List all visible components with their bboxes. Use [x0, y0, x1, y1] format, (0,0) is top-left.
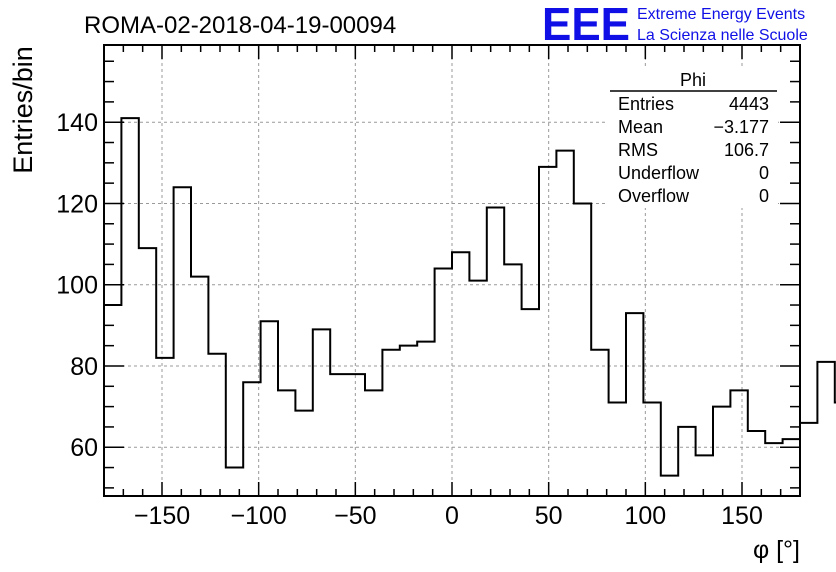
x-tick-label: 100 [624, 502, 666, 530]
x-axis-title: φ [°] [753, 536, 800, 564]
stats-title: Phi [680, 70, 706, 90]
eee-logo: EEE [542, 0, 630, 50]
stats-box: Phi Entries 4443 Mean −3.177 RMS 106.7 Underfl… [608, 68, 778, 208]
x-tick-label: −150 [134, 502, 190, 530]
stats-value: 106.7 [724, 140, 769, 160]
stats-label: Entries [618, 94, 674, 114]
x-tick-label: 0 [445, 502, 459, 530]
stats-value: 4443 [729, 94, 769, 114]
x-tick-label: −100 [231, 502, 287, 530]
stats-label: Overflow [618, 186, 690, 206]
stats-value: −3.177 [713, 117, 769, 137]
x-tick-label: 150 [721, 502, 763, 530]
stats-label: Mean [618, 117, 663, 137]
x-tick-label: −50 [334, 502, 376, 530]
logo-line-2: La Scienza nelle Scuole [637, 27, 808, 44]
axis-ticks [103, 45, 801, 496]
y-tick-label: 120 [56, 190, 98, 218]
stats-label: RMS [618, 140, 658, 160]
y-axis-title: Entries/bin [8, 46, 38, 174]
y-tick-labels: 60 80 100 120 140 [56, 109, 98, 462]
stats-value: 0 [759, 163, 769, 183]
stats-rows: Entries 4443 Mean −3.177 RMS 106.7 Underflow 0 O… [618, 94, 769, 206]
stats-value: 0 [759, 186, 769, 206]
x-tick-labels: −150 −100 −50 0 50 100 150 [134, 502, 763, 530]
y-tick-label: 80 [70, 353, 98, 381]
grid [104, 45, 800, 496]
run-title: ROMA-02-2018-04-19-00094 [84, 12, 396, 39]
logo-line-1: Extreme Energy Events [637, 6, 805, 23]
y-tick-label: 100 [56, 272, 98, 300]
stats-label: Underflow [618, 163, 700, 183]
y-tick-label: 60 [70, 434, 98, 462]
histogram-step-line [104, 117, 836, 477]
x-tick-label: 50 [535, 502, 563, 530]
y-tick-label: 140 [56, 109, 98, 137]
